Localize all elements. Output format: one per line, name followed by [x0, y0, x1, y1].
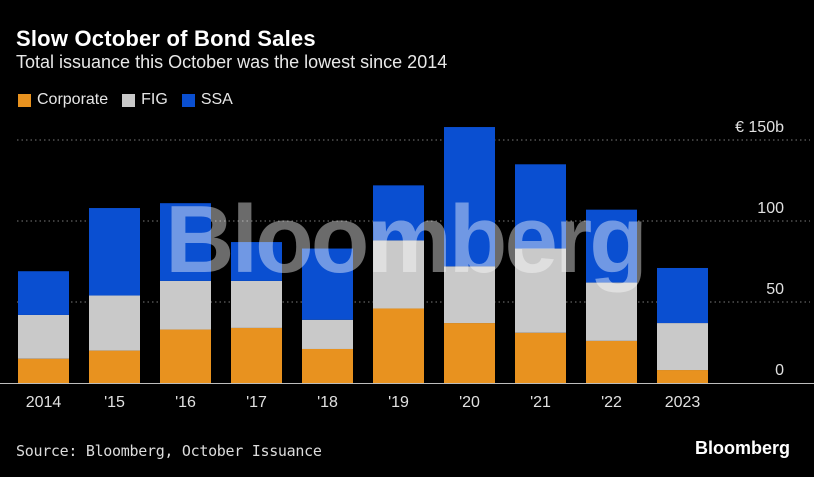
bar-ssa-21 [515, 164, 566, 249]
bar-corporate-20 [444, 323, 495, 383]
bar-corporate-21 [515, 332, 566, 383]
bar-fig-20 [444, 266, 495, 324]
y-tick-label-50: 50 [766, 281, 784, 298]
x-tick-label-20: '20 [459, 394, 480, 411]
bar-ssa-20 [444, 127, 495, 267]
bar-corporate-22 [586, 340, 637, 383]
x-tick-label-22: '22 [601, 394, 622, 411]
legend-item-fig: FIG [122, 91, 168, 109]
legend: Corporate FIG SSA [18, 91, 233, 109]
bar-ssa-19 [373, 185, 424, 241]
y-tick-label-0: 0 [775, 362, 784, 379]
brand-logo: Bloomberg [694, 438, 790, 458]
y-tick-label-100: 100 [757, 200, 784, 217]
bar-ssa-17 [231, 242, 282, 281]
legend-label-ssa: SSA [200, 91, 233, 108]
x-tick-label-17: '17 [246, 394, 267, 411]
x-tick-label-15: '15 [104, 394, 125, 411]
bar-ssa-16 [160, 203, 211, 281]
bar-corporate-18 [302, 348, 353, 383]
legend-swatch-fig [122, 93, 136, 107]
watermark-text: Bloomberg [165, 186, 645, 293]
bar-fig-19 [373, 240, 424, 309]
bar-ssa-2023 [657, 267, 708, 324]
bar-fig-16 [160, 280, 211, 330]
bar-ssa-2014 [18, 271, 69, 315]
x-tick-label-2023: 2023 [665, 394, 701, 411]
bar-fig-2023 [657, 323, 708, 371]
x-tick-label-2014: 2014 [26, 394, 62, 411]
legend-label-corporate: Corporate [37, 91, 109, 108]
bar-corporate-17 [231, 327, 282, 383]
bar-corporate-19 [373, 308, 424, 383]
legend-item-corporate: Corporate [18, 91, 108, 109]
chart-title: Slow October of Bond Sales [16, 26, 316, 51]
x-tick-label-21: '21 [530, 394, 551, 411]
x-tick-label-16: '16 [175, 394, 196, 411]
bar-ssa-15 [89, 208, 140, 296]
legend-label-fig: FIG [141, 91, 168, 108]
bar-fig-21 [515, 248, 566, 333]
bar-ssa-22 [586, 209, 637, 283]
bar-fig-22 [586, 282, 637, 341]
source-note: Source: Bloomberg, October Issuance [16, 442, 322, 460]
legend-item-ssa: SSA [181, 91, 233, 109]
bar-corporate-2023 [657, 370, 708, 383]
legend-swatch-corporate [18, 93, 31, 107]
bar-fig-15 [89, 295, 140, 351]
chart-subtitle: Total issuance this October was the lowe… [16, 52, 448, 72]
x-tick-label-18: '18 [317, 394, 338, 411]
bar-fig-17 [231, 280, 282, 328]
x-tick-label-19: '19 [388, 394, 409, 411]
y-tick-label-150: € 150b [735, 119, 784, 136]
bar-fig-18 [302, 319, 353, 349]
bar-corporate-16 [160, 329, 211, 383]
bar-fig-2014 [18, 314, 69, 359]
bar-corporate-15 [89, 350, 140, 383]
legend-swatch-ssa [181, 93, 195, 107]
bar-corporate-2014 [18, 358, 69, 383]
bar-ssa-18 [302, 248, 353, 320]
